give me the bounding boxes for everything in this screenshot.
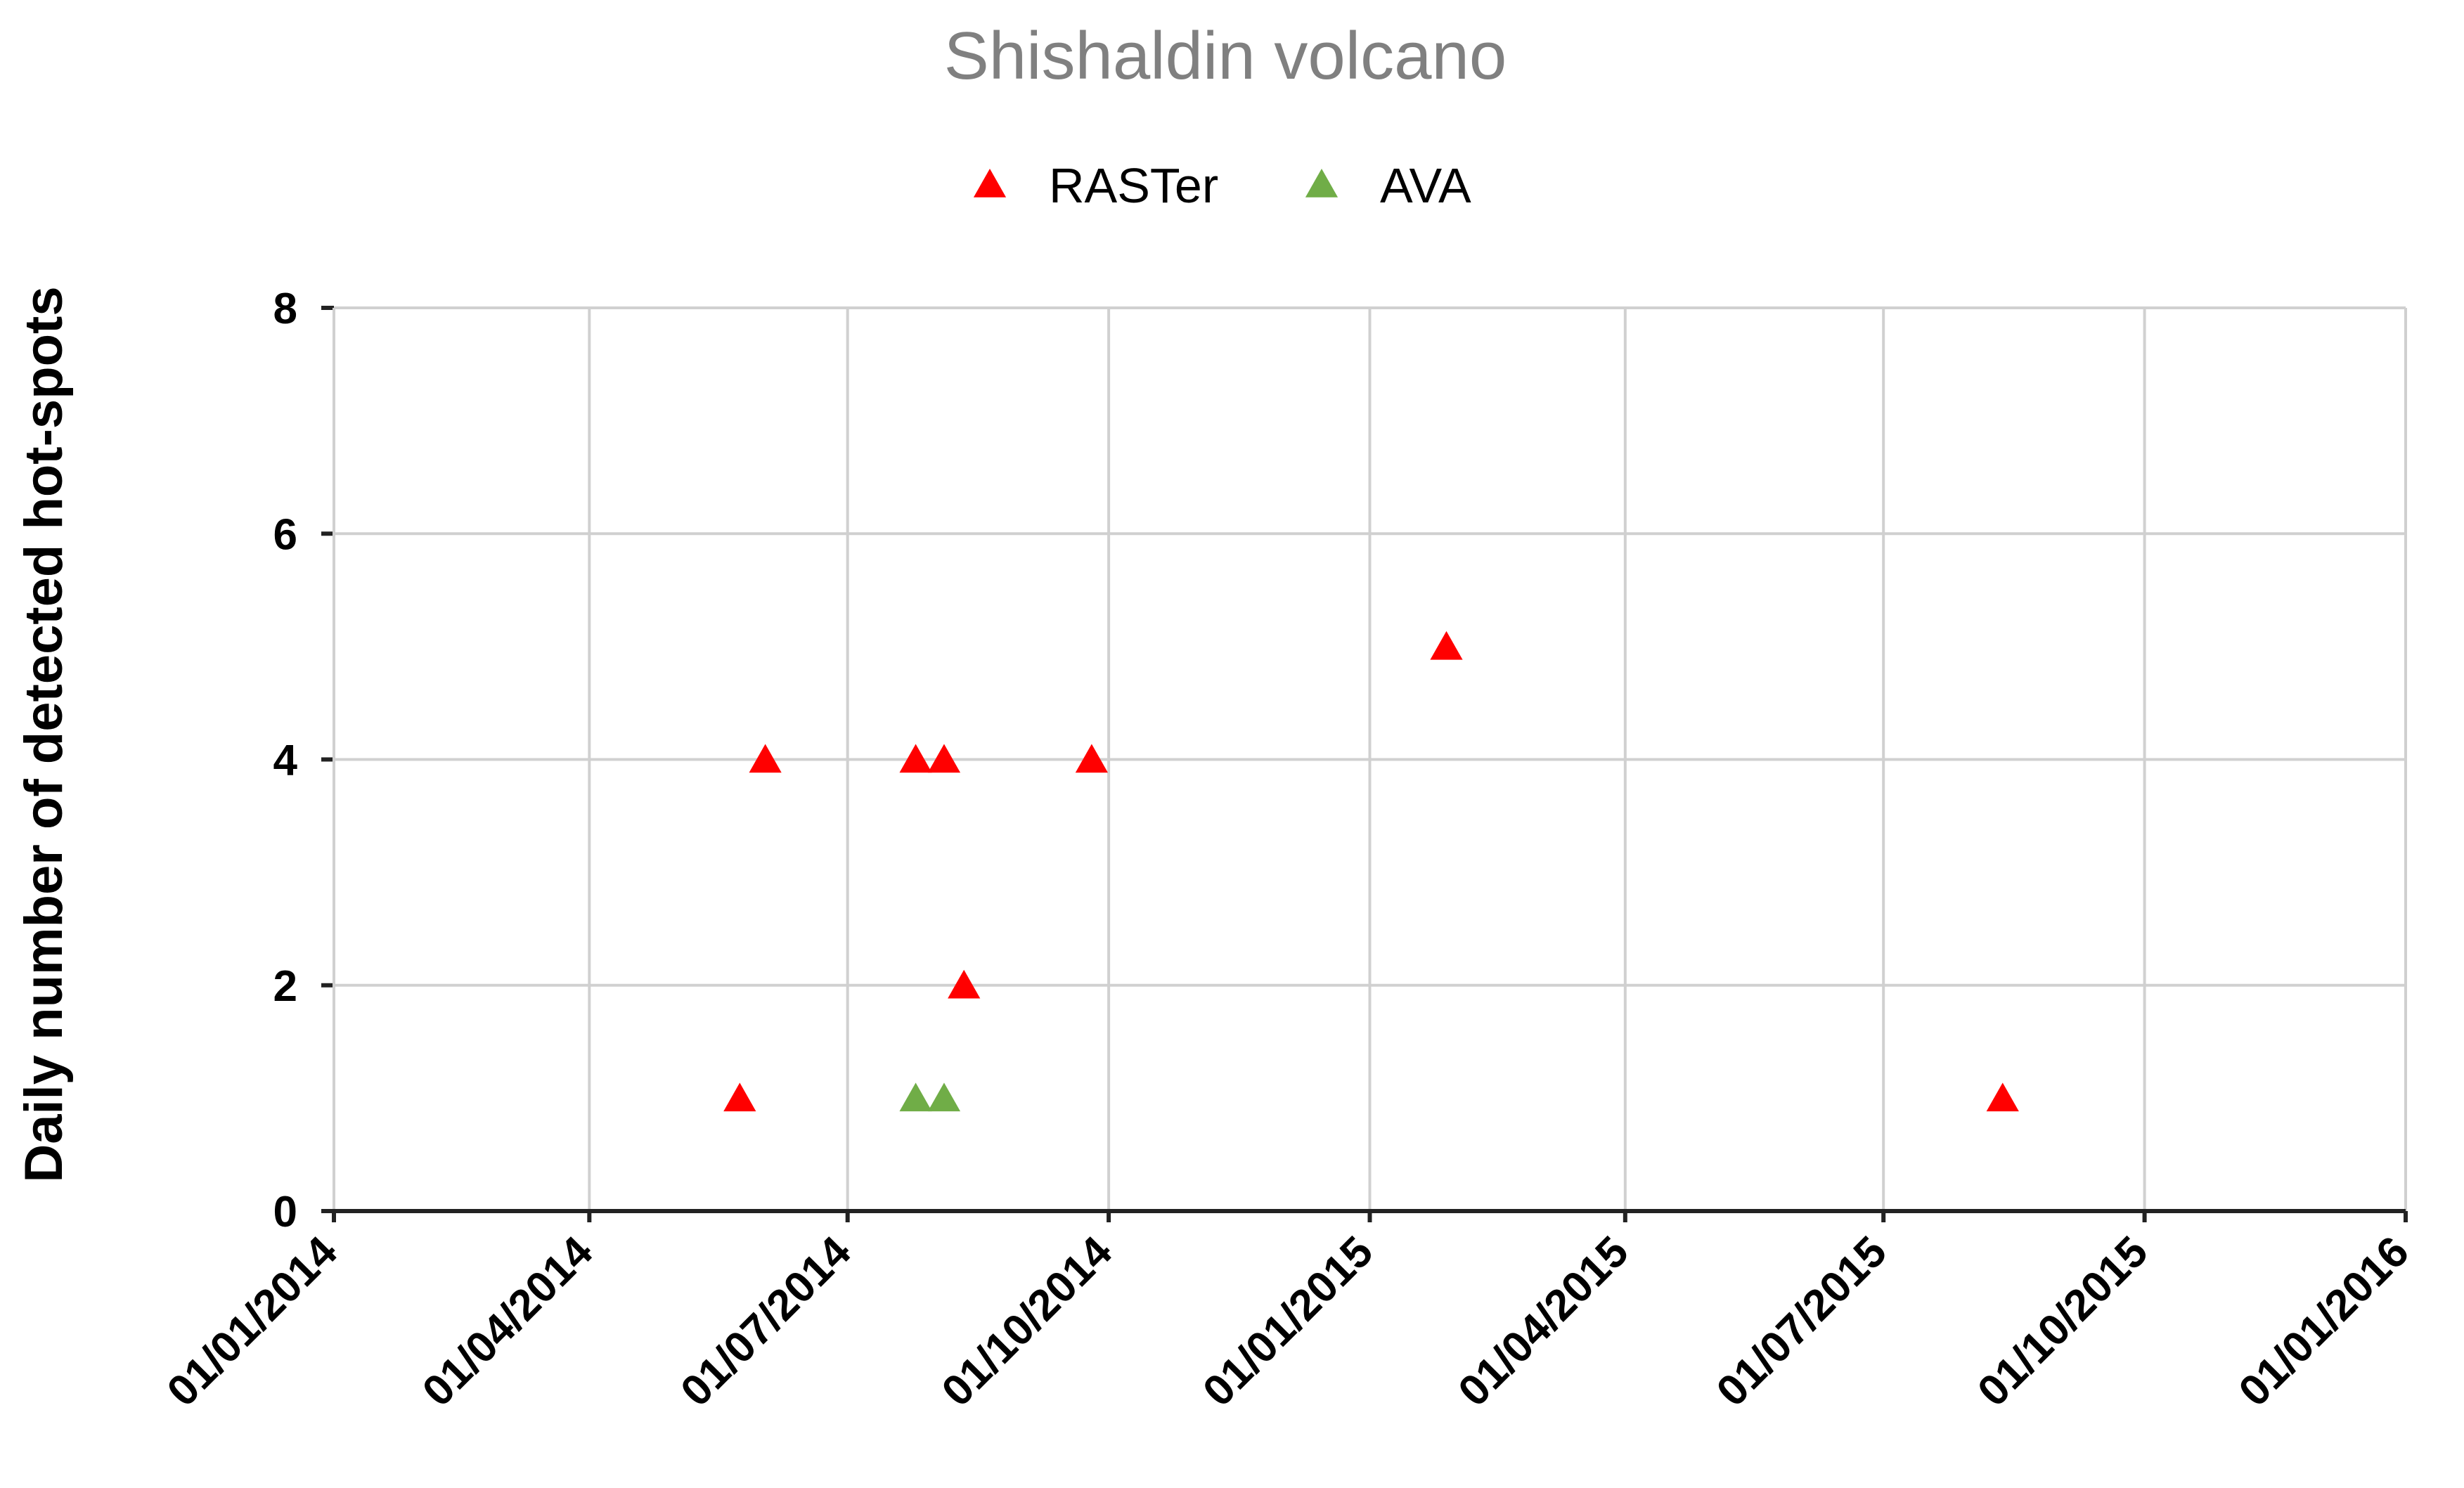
y-axis-label: Daily number of detected hot-spots [14,286,74,1182]
y-tick-label: 2 [273,962,297,1011]
x-tick-label: 01/01/2015 [1194,1227,1382,1416]
data-points [723,630,2019,1112]
x-tick-label: 01/10/2014 [933,1227,1122,1416]
x-axis-ticks: 01/01/2014 01/04/2014 01/07/2014 01/10/2014… [158,1227,2418,1416]
raster-point [899,744,932,773]
x-tick-label: 01/01/2014 [158,1227,347,1416]
ava-point [899,1082,932,1112]
x-tick-label: 01/10/2015 [1968,1227,2157,1416]
raster-point [749,744,782,773]
raster-point [927,744,961,773]
legend-marker-raster [973,169,1007,198]
x-tick-label: 01/04/2014 [413,1227,602,1416]
y-tick-label: 4 [273,737,298,785]
y-tick-label: 0 [273,1188,297,1236]
raster-point [1430,630,1463,660]
y-tick-label: 6 [273,510,297,559]
legend-marker-ava [1305,169,1339,198]
grid [333,306,2407,1211]
x-tick-label: 01/04/2015 [1450,1227,1638,1416]
y-axis-ticks: 0 2 4 6 8 [273,285,298,1236]
legend-label-raster: RASTer [1049,158,1218,213]
raster-point [1986,1082,2019,1112]
ava-point [927,1082,961,1112]
y-tick-label: 8 [273,285,297,333]
axes [321,306,2408,1222]
raster-point [948,969,981,999]
x-tick-label: 01/01/2016 [2230,1227,2418,1416]
raster-point [1075,744,1108,773]
legend-label-ava: AVA [1380,158,1471,213]
x-tick-label: 01/07/2014 [671,1227,860,1416]
legend: RASTer AVA [973,158,1471,213]
raster-point [723,1082,756,1112]
x-tick-label: 01/07/2015 [1708,1227,1896,1416]
chart-title: Shishaldin volcano [944,18,1507,93]
